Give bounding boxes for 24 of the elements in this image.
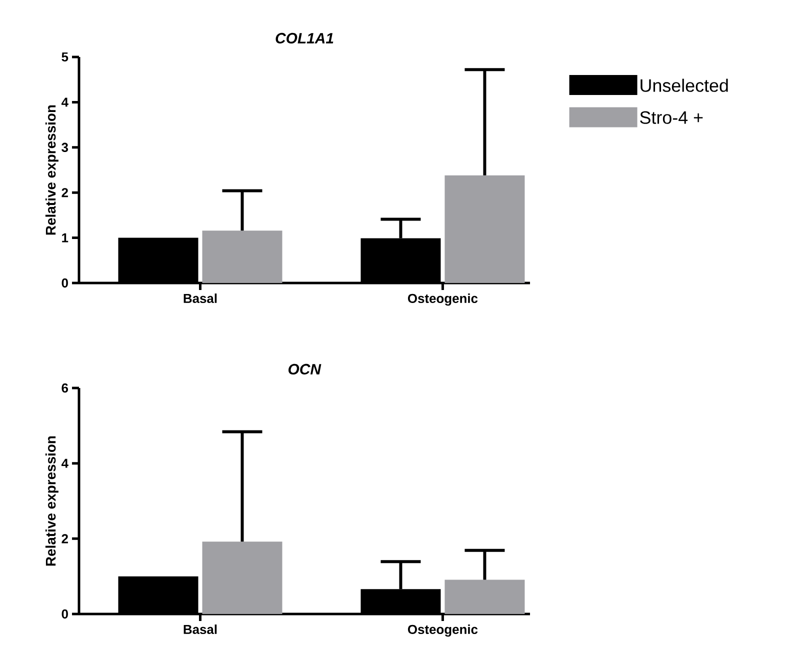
- y-tick-label: 5: [62, 52, 68, 62]
- y-tick-label: 4: [61, 98, 68, 107]
- legend-label: Unselected: [640, 78, 728, 92]
- y-tick-label: 6: [62, 383, 68, 393]
- y-tick-label: 2: [62, 534, 68, 544]
- y-tick-label: 1: [62, 233, 68, 242]
- chart-title: COL1A1: [276, 32, 334, 44]
- bar: [444, 580, 525, 614]
- bar: [202, 542, 282, 614]
- x-tick-label: Osteogenic: [408, 294, 478, 306]
- x-tick-label: Basal: [184, 624, 217, 634]
- bar: [202, 230, 282, 283]
- y-axis-title: Relative expression: [45, 105, 58, 235]
- legend-label: Stro-4 +: [640, 111, 703, 124]
- chart-title: OCN: [288, 364, 322, 374]
- y-tick-label: 0: [62, 278, 68, 288]
- y-tick-label: 0: [62, 609, 68, 619]
- y-tick-label: 2: [62, 188, 68, 198]
- bar: [444, 175, 525, 283]
- y-tick-label: 3: [62, 142, 68, 152]
- y-axis-title: Relative expression: [45, 436, 58, 566]
- x-tick-label: Basal: [184, 294, 217, 304]
- y-tick-label: 4: [61, 458, 68, 468]
- x-tick-label: Osteogenic: [408, 624, 478, 637]
